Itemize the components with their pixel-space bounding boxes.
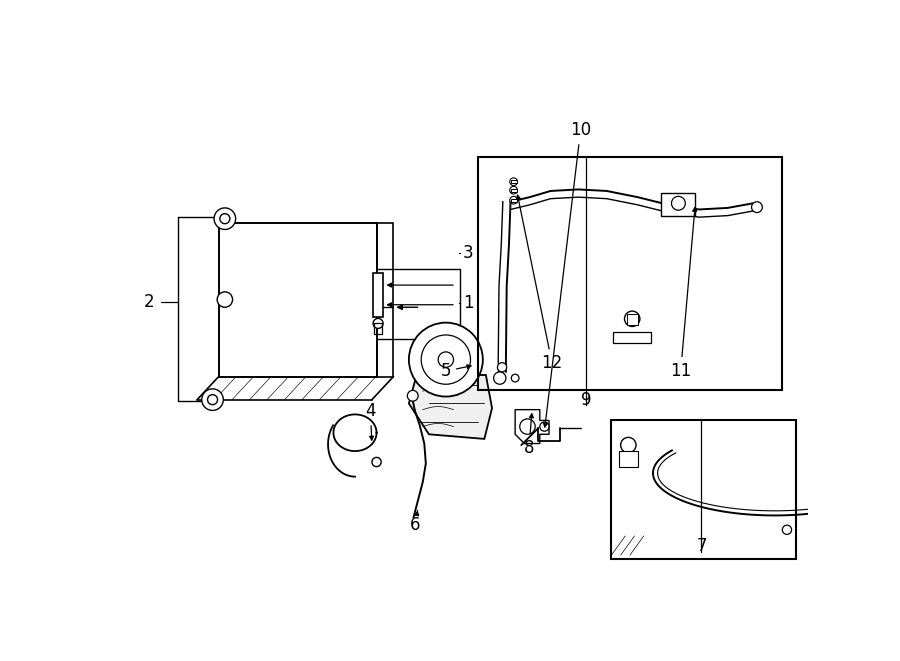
Bar (662, 193, 696, 216)
Circle shape (671, 196, 685, 210)
Circle shape (520, 419, 536, 434)
Circle shape (202, 389, 223, 410)
Bar (478, 157, 782, 389)
Polygon shape (515, 410, 549, 444)
Circle shape (208, 395, 218, 405)
Bar (510, 188, 517, 192)
Text: 1: 1 (463, 294, 473, 313)
Text: 12: 12 (517, 195, 562, 372)
Text: 7: 7 (697, 537, 706, 555)
Bar (373, 272, 383, 317)
Bar (619, 451, 638, 467)
Bar (219, 223, 376, 377)
Circle shape (217, 292, 232, 307)
Circle shape (509, 186, 518, 194)
Bar (626, 314, 637, 325)
Bar (376, 223, 393, 377)
Bar (510, 180, 517, 183)
Circle shape (540, 422, 549, 431)
Circle shape (498, 363, 507, 372)
Polygon shape (409, 375, 492, 439)
Bar (374, 323, 382, 334)
Circle shape (374, 319, 383, 329)
Circle shape (220, 214, 230, 223)
Circle shape (408, 391, 418, 401)
Bar (510, 199, 517, 202)
Circle shape (509, 178, 518, 186)
Circle shape (752, 202, 762, 213)
Text: 4: 4 (365, 402, 375, 440)
Circle shape (372, 457, 382, 467)
Circle shape (511, 374, 519, 382)
Text: 11: 11 (670, 208, 697, 380)
Circle shape (782, 525, 792, 534)
Circle shape (214, 208, 236, 229)
Text: 6: 6 (410, 510, 420, 534)
Text: 9: 9 (580, 391, 591, 408)
Circle shape (621, 438, 636, 453)
Circle shape (421, 335, 471, 384)
Circle shape (409, 323, 482, 397)
Bar (613, 332, 652, 344)
Circle shape (622, 454, 634, 467)
Text: 10: 10 (544, 121, 591, 427)
Text: 5: 5 (441, 362, 471, 380)
Text: 2: 2 (144, 293, 155, 311)
Circle shape (493, 372, 506, 384)
Text: 8: 8 (524, 414, 535, 457)
Circle shape (509, 196, 518, 204)
Text: 3: 3 (463, 245, 473, 262)
Circle shape (438, 352, 454, 368)
Circle shape (625, 311, 640, 327)
Bar (611, 420, 796, 559)
